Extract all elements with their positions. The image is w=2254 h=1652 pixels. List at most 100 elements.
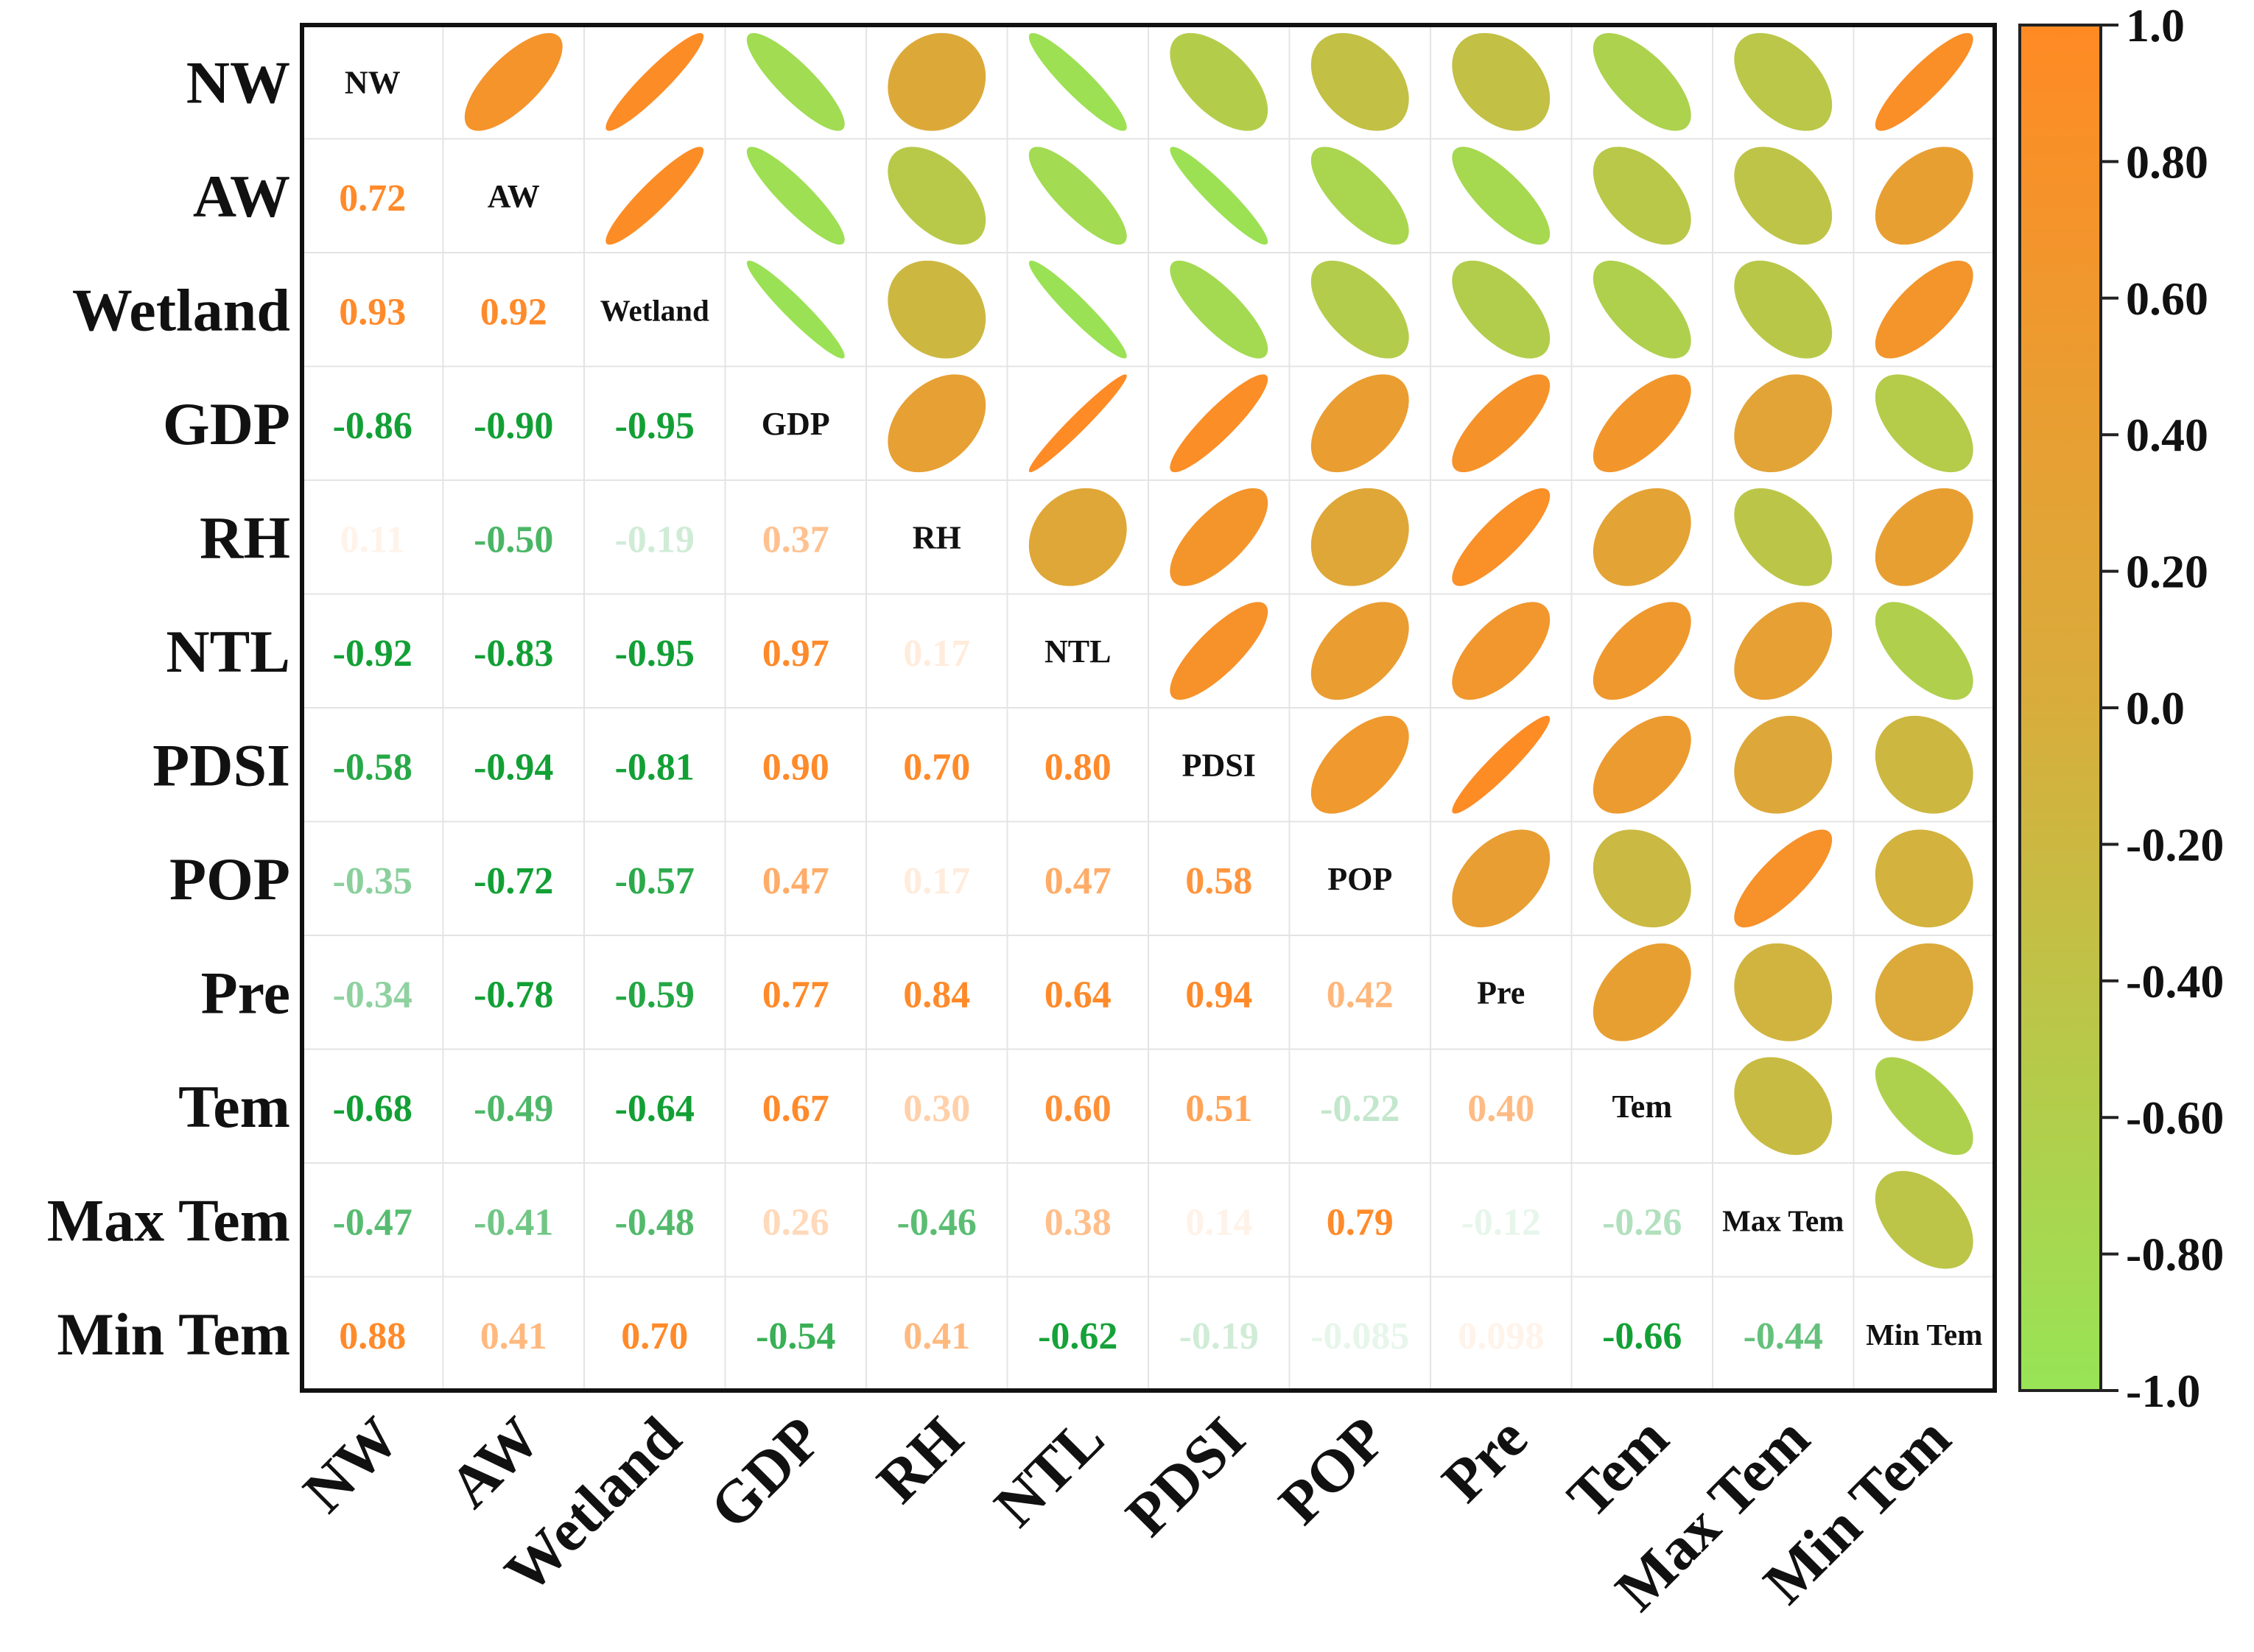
correlation-value: 0.92 bbox=[480, 291, 547, 333]
correlation-ellipse bbox=[1028, 488, 1127, 586]
row-label: NW bbox=[186, 49, 290, 116]
correlation-value: 0.40 bbox=[1467, 1088, 1534, 1130]
row-label: Max Tem bbox=[47, 1187, 290, 1254]
correlation-value: 0.93 bbox=[339, 291, 406, 333]
colorbar-tick-label: -0.80 bbox=[2126, 1229, 2224, 1281]
diagonal-label: AW bbox=[488, 178, 540, 214]
colorbar-tick-label: -0.40 bbox=[2126, 955, 2224, 1008]
correlation-ellipse bbox=[1734, 32, 1833, 131]
correlation-value: 0.88 bbox=[339, 1315, 406, 1357]
correlation-ellipse bbox=[1028, 374, 1127, 473]
correlation-ellipse bbox=[888, 32, 986, 131]
correlation-value: -0.50 bbox=[474, 519, 553, 560]
correlation-value: 0.70 bbox=[621, 1315, 688, 1357]
row-label: Wetland bbox=[72, 276, 290, 343]
column-label: GDP bbox=[697, 1404, 835, 1542]
correlation-ellipse bbox=[1875, 260, 1973, 359]
row-label: GDP bbox=[163, 390, 290, 457]
correlation-ellipse bbox=[888, 260, 986, 359]
correlation-ellipse bbox=[1310, 602, 1409, 700]
correlation-value: -0.35 bbox=[333, 860, 412, 902]
correlation-ellipse bbox=[1875, 943, 1973, 1041]
diagonal-label: RH bbox=[913, 519, 961, 555]
correlation-ellipse bbox=[1170, 147, 1268, 245]
correlation-ellipse bbox=[1734, 1057, 1833, 1156]
correlation-value: -0.62 bbox=[1038, 1315, 1117, 1357]
diagonal-label: Tem bbox=[1612, 1089, 1673, 1125]
correlation-ellipse bbox=[1734, 943, 1833, 1041]
colorbar-tick-label: -1.0 bbox=[2126, 1365, 2200, 1417]
colorbar-tick-label: 0.20 bbox=[2126, 546, 2208, 598]
correlation-ellipse bbox=[1875, 829, 1973, 928]
correlation-value: -0.085 bbox=[1310, 1315, 1409, 1357]
diagonal-label: POP bbox=[1327, 861, 1392, 897]
correlation-value: -0.26 bbox=[1602, 1201, 1682, 1243]
diagonal-label: Wetland bbox=[600, 293, 709, 327]
correlation-value: 0.64 bbox=[1045, 974, 1112, 1016]
matrix-cells: NW 0.72 AW 0.93 0.92 Wetland -0.86 -0.90 -0.95 GD… bbox=[333, 32, 1982, 1357]
correlation-value: 0.38 bbox=[1045, 1201, 1112, 1243]
column-label: Pre bbox=[1429, 1404, 1539, 1514]
correlation-value: -0.12 bbox=[1461, 1201, 1541, 1243]
diagonal-label: Min Tem bbox=[1866, 1318, 1982, 1352]
correlation-ellipse bbox=[746, 147, 845, 245]
correlation-ellipse bbox=[1452, 829, 1551, 928]
correlation-value: -0.78 bbox=[474, 974, 553, 1016]
correlation-value: 0.84 bbox=[903, 974, 970, 1016]
correlation-ellipse bbox=[1310, 32, 1409, 131]
correlation-value: 0.51 bbox=[1185, 1088, 1252, 1130]
correlation-ellipse bbox=[1170, 32, 1268, 131]
correlation-value: -0.19 bbox=[615, 519, 695, 560]
correlation-value: -0.81 bbox=[615, 746, 695, 788]
grid-lines bbox=[302, 25, 1995, 1391]
correlation-value: 0.11 bbox=[340, 519, 405, 560]
correlation-value: -0.49 bbox=[474, 1088, 553, 1130]
correlation-value: -0.95 bbox=[615, 633, 695, 675]
correlation-value: 0.14 bbox=[1185, 1201, 1252, 1243]
diagonal-label: GDP bbox=[762, 406, 830, 442]
correlation-ellipse bbox=[1593, 374, 1691, 473]
correlation-value: 0.26 bbox=[762, 1201, 829, 1243]
correlation-ellipse bbox=[1734, 374, 1833, 473]
correlation-value: 0.47 bbox=[762, 860, 829, 902]
correlation-ellipse bbox=[1593, 260, 1691, 359]
correlation-ellipse bbox=[1310, 488, 1409, 586]
correlation-value: -0.68 bbox=[333, 1088, 412, 1130]
correlation-ellipse bbox=[1310, 374, 1409, 473]
diagonal-label: Pre bbox=[1477, 974, 1525, 1010]
correlation-ellipse bbox=[1028, 260, 1127, 359]
correlation-value: 0.60 bbox=[1045, 1088, 1112, 1130]
correlation-ellipse bbox=[1310, 147, 1409, 245]
correlation-value: -0.64 bbox=[615, 1088, 695, 1130]
correlation-value: 0.72 bbox=[339, 177, 406, 219]
column-label: POP bbox=[1266, 1404, 1399, 1536]
correlation-value: -0.41 bbox=[474, 1201, 553, 1243]
correlation-value: 0.42 bbox=[1327, 974, 1394, 1016]
colorbar-tick-label: 0.40 bbox=[2126, 409, 2208, 461]
correlation-value: -0.94 bbox=[474, 746, 553, 788]
correlation-ellipse bbox=[1310, 715, 1409, 814]
correlation-value: -0.59 bbox=[615, 974, 695, 1016]
row-label: POP bbox=[169, 846, 290, 913]
correlation-ellipse bbox=[1593, 147, 1691, 245]
correlation-ellipse bbox=[1028, 32, 1127, 131]
correlation-ellipse bbox=[1593, 32, 1691, 131]
correlation-ellipse bbox=[1452, 147, 1551, 245]
correlation-value: -0.86 bbox=[333, 405, 412, 447]
correlation-value: 0.79 bbox=[1327, 1201, 1394, 1243]
correlation-ellipse bbox=[1734, 829, 1833, 928]
correlation-value: 0.67 bbox=[762, 1088, 829, 1130]
correlation-ellipse bbox=[1734, 260, 1833, 359]
correlation-value: -0.57 bbox=[615, 860, 695, 902]
correlation-value: -0.54 bbox=[756, 1315, 835, 1357]
correlation-value: -0.34 bbox=[333, 974, 412, 1016]
correlation-ellipse bbox=[1452, 715, 1551, 814]
correlation-value: -0.72 bbox=[474, 860, 553, 902]
correlation-ellipse bbox=[1452, 374, 1551, 473]
row-label: NTL bbox=[166, 618, 290, 685]
correlation-value: 0.97 bbox=[762, 633, 829, 675]
correlation-ellipse bbox=[1875, 147, 1973, 245]
correlation-ellipse bbox=[1028, 147, 1127, 245]
correlation-value: 0.37 bbox=[762, 519, 829, 560]
